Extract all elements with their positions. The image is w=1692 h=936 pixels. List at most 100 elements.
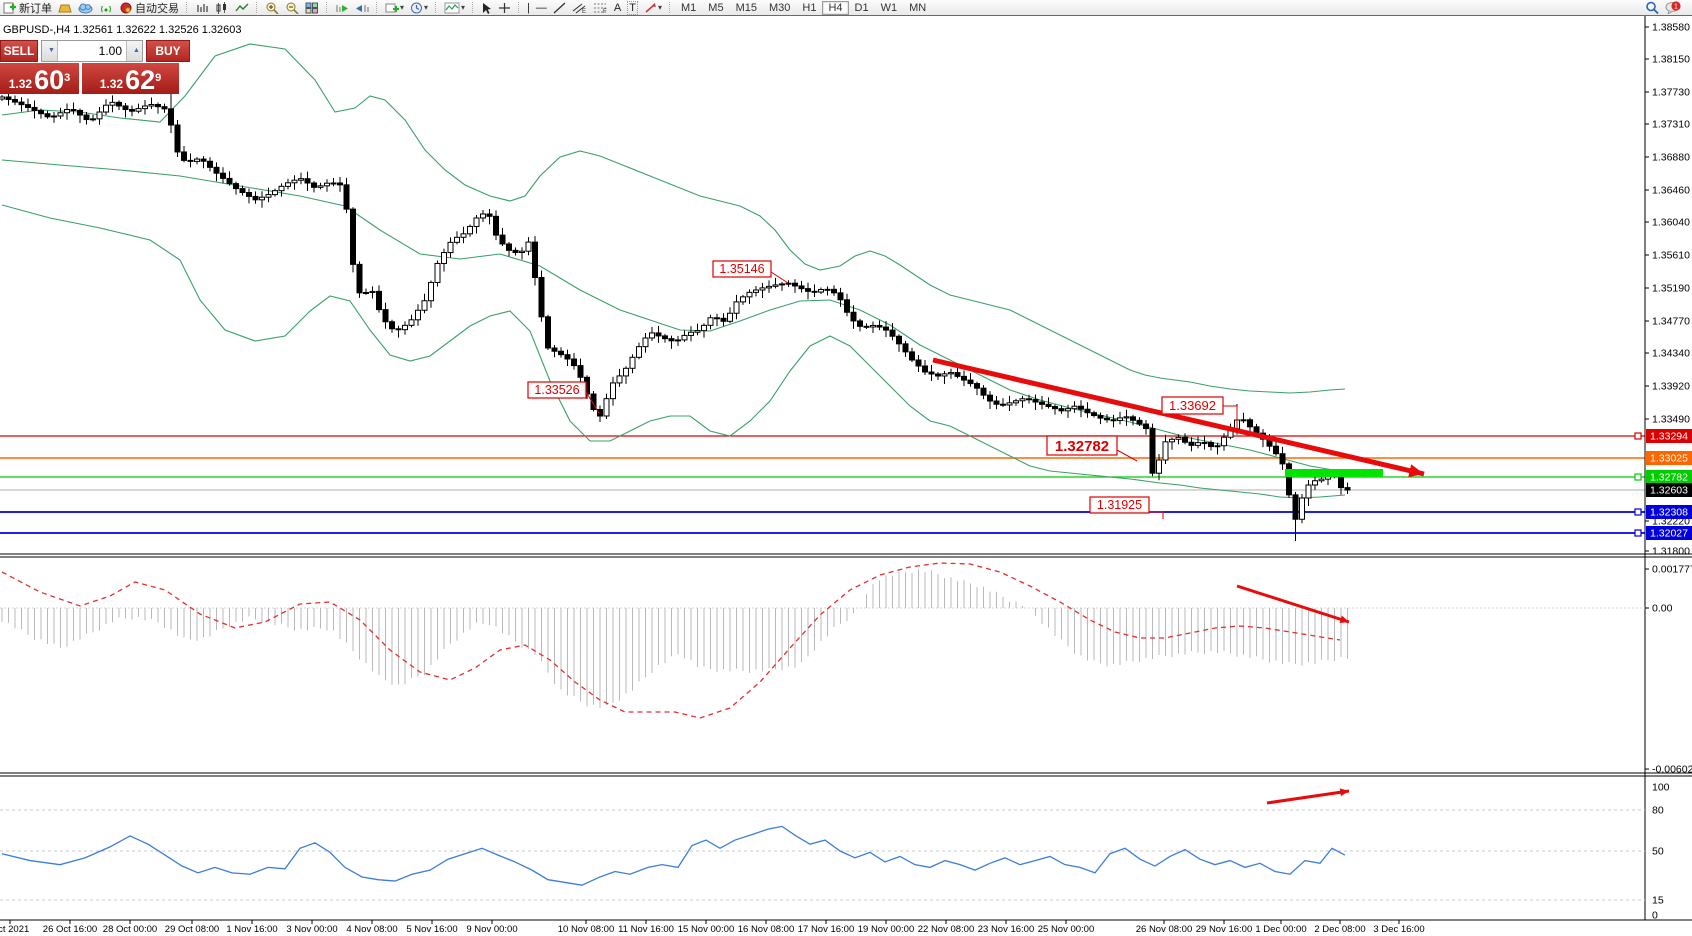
arrows-tool-caret[interactable]: ▾ — [657, 3, 662, 12]
cursor-tool-button[interactable] — [478, 1, 495, 15]
signal-button[interactable] — [96, 1, 116, 15]
gold-ingot-icon — [58, 4, 72, 12]
candle-body — [961, 375, 967, 381]
timeframe-M5[interactable]: M5 — [702, 1, 729, 15]
profiles-caret[interactable]: ▾ — [461, 3, 466, 12]
candle-body — [889, 329, 896, 337]
annotation-box[interactable] — [1046, 435, 1118, 456]
price-badge — [1646, 451, 1692, 465]
styler-button[interactable] — [55, 1, 75, 15]
candle-body — [324, 182, 330, 187]
period-button[interactable]: ▾ — [407, 1, 431, 15]
price-badge-label: 1.32782 — [1650, 472, 1688, 484]
macd-scale-label: 0.00 — [1652, 603, 1673, 615]
candle-body — [987, 394, 993, 402]
buy-price-display[interactable]: 1.32 62 9 — [82, 63, 179, 94]
trend-arrow-line[interactable] — [1266, 789, 1350, 805]
one-click-trade-panel: SELL ▼ 1.00 ▲ BUY 1.32 60 3 1.32 62 9 — [0, 40, 192, 94]
period-caret[interactable]: ▾ — [424, 3, 429, 12]
trend-arrow-head — [1339, 788, 1349, 797]
rsi-level-label: 50 — [1652, 846, 1664, 858]
auto-scroll-button[interactable] — [332, 1, 352, 15]
tile-windows-button[interactable] — [302, 1, 322, 15]
sell-button[interactable]: SELL — [0, 40, 38, 62]
sell-price-display[interactable]: 1.32 60 3 — [0, 63, 79, 94]
candle-body — [974, 383, 980, 389]
svg-text:E: E — [582, 9, 586, 14]
hline-anchor-marker[interactable] — [1634, 473, 1642, 481]
candle-body — [759, 287, 766, 291]
notifications-button[interactable]: 1 — [1662, 1, 1684, 15]
time-axis-label: 1 Dec 00:00 — [1255, 924, 1306, 935]
hline-anchor-marker[interactable] — [1634, 432, 1642, 440]
annotation-box[interactable] — [1089, 496, 1150, 514]
timeframe-M1[interactable]: M1 — [675, 1, 702, 15]
add-indicator-caret[interactable]: ▾ — [400, 3, 405, 12]
green-support-zone[interactable] — [1285, 469, 1383, 477]
vline-tool-button[interactable]: | — [524, 1, 533, 15]
candle-body — [285, 182, 291, 187]
buy-button[interactable]: BUY — [146, 40, 190, 62]
candle-body — [1286, 463, 1292, 496]
timeframe-W1[interactable]: W1 — [875, 1, 904, 15]
candle-body — [142, 105, 148, 110]
new-order-button[interactable]: 新订单 — [0, 1, 55, 15]
timeframe-H4[interactable]: H4 — [822, 0, 849, 15]
auto-trading-button[interactable]: 自动交易 — [116, 1, 182, 15]
chart-line-button[interactable] — [232, 1, 252, 15]
zoom-out-icon — [286, 2, 299, 14]
text-tool-button[interactable]: A — [611, 1, 624, 15]
annotation-price-label: 1.35146 — [719, 262, 764, 276]
chart-bars-button[interactable] — [192, 1, 212, 15]
profiles-chart-icon — [444, 2, 460, 13]
macd-scale-label: 0.001777 — [1652, 564, 1692, 576]
volume-increase-button[interactable]: ▲ — [126, 41, 142, 61]
add-indicator-button[interactable]: ▾ — [382, 1, 407, 15]
candle-body — [538, 277, 545, 318]
hline-tool-button[interactable]: — — [533, 1, 550, 15]
zoom-out-button[interactable] — [282, 1, 302, 15]
profiles-button[interactable]: ▾ — [441, 1, 468, 15]
candle-body — [428, 281, 434, 302]
annotation-box[interactable] — [527, 381, 587, 399]
timeframe-M15[interactable]: M15 — [730, 1, 763, 15]
volume-decrease-button[interactable]: ▼ — [42, 41, 58, 61]
candle-body — [577, 365, 584, 378]
trendline-tool-button[interactable] — [550, 1, 569, 15]
candle-body — [551, 347, 558, 352]
candle-body — [70, 109, 77, 111]
timeframe-D1[interactable]: D1 — [849, 1, 875, 15]
horizontal-line-icon: — — [535, 1, 547, 14]
candle-body — [649, 332, 655, 339]
candle-body — [922, 365, 928, 373]
timeframe-H1[interactable]: H1 — [796, 1, 822, 15]
candle-body — [1078, 405, 1084, 410]
chart-candles-button[interactable] — [212, 1, 232, 15]
price-tick-label: 1.33920 — [1652, 381, 1690, 393]
timeframe-MN[interactable]: MN — [903, 1, 932, 15]
trend-arrow-line[interactable] — [932, 357, 1425, 477]
candle-body — [876, 324, 883, 328]
trend-arrow-head — [1339, 615, 1349, 623]
equidistant-channel-icon: E — [572, 3, 586, 14]
trend-arrow-line[interactable] — [1236, 584, 1350, 624]
candle-body — [935, 373, 941, 377]
fibonacci-tool-button[interactable]: F — [590, 1, 611, 15]
hline-anchor-marker[interactable] — [1634, 529, 1642, 537]
arrows-tool-button[interactable]: ▾ — [641, 1, 665, 15]
chart-shift-button[interactable] — [352, 1, 372, 15]
search-button[interactable] — [1642, 1, 1662, 15]
annotation-box[interactable] — [1161, 396, 1224, 415]
channel-tool-button[interactable]: E — [569, 1, 590, 15]
cloud-button[interactable] — [75, 1, 96, 15]
auto-scroll-icon — [336, 4, 348, 12]
label-tool-button[interactable]: T — [624, 0, 641, 15]
hline-anchor-marker[interactable] — [1634, 508, 1642, 516]
timeframe-M30[interactable]: M30 — [763, 1, 796, 15]
volume-value[interactable]: 1.00 — [58, 41, 126, 61]
zoom-in-button[interactable] — [262, 1, 282, 15]
crosshair-tool-button[interactable] — [495, 1, 514, 15]
annotation-box[interactable] — [712, 260, 772, 278]
arrows-tool-icon — [645, 2, 656, 13]
candle-body — [1071, 405, 1078, 410]
